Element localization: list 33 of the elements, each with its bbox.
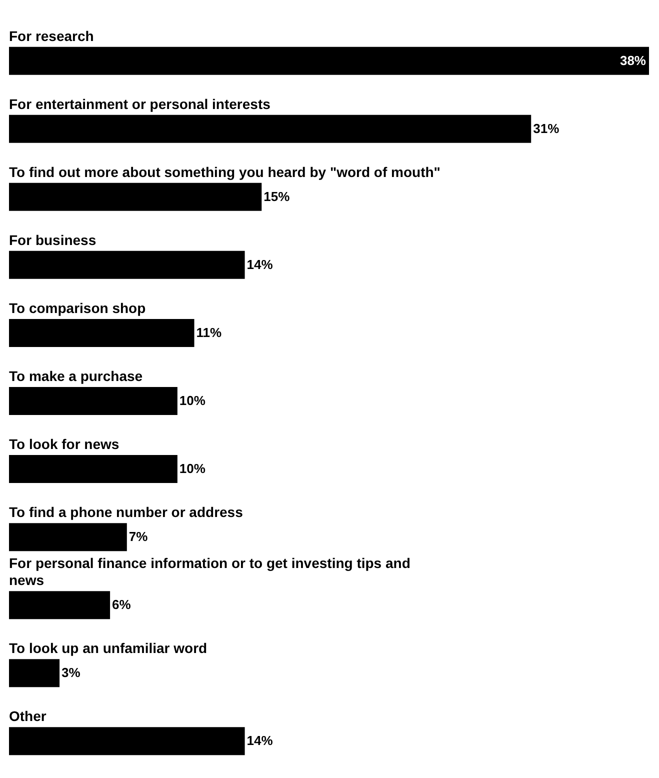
data-label: 10% <box>179 461 206 476</box>
data-label: 7% <box>128 529 148 544</box>
y-tick-label: To find out more about something you heard by "word of mouth" <box>9 164 440 180</box>
bar <box>9 46 649 75</box>
data-label: 10% <box>179 393 206 408</box>
data-label: 14% <box>246 256 274 272</box>
data-label: 31% <box>533 120 560 136</box>
bar <box>9 250 245 279</box>
bar <box>9 387 178 415</box>
bar <box>9 455 178 484</box>
bar <box>9 591 110 620</box>
y-tick-label: Other <box>9 708 47 724</box>
bar <box>9 114 532 143</box>
y-tick-label: To make a purchase <box>9 368 143 384</box>
data-label: 3% <box>62 665 81 680</box>
y-tick-label: For business <box>9 232 96 248</box>
y-tick-label: To find a phone number or address <box>9 504 244 520</box>
data-label: 11% <box>196 324 222 340</box>
bar <box>9 659 60 688</box>
data-label: 14% <box>246 733 274 748</box>
data-label: 15% <box>264 188 290 204</box>
bar <box>9 182 262 211</box>
y-tick-label: To comparison shop <box>9 300 146 316</box>
bar <box>9 727 245 756</box>
y-tick-label: For research <box>9 28 94 44</box>
bar <box>9 318 194 347</box>
data-label: 6% <box>112 597 132 612</box>
bar <box>9 523 127 552</box>
data-label: 38% <box>620 52 646 68</box>
y-tick-label: To look for news <box>9 436 120 452</box>
y-tick-label: To look up an unfamiliar word <box>9 640 208 656</box>
y-tick-label: For entertainment or personal interests <box>9 96 271 112</box>
y-tick-label: For personal finance information or to get investing tips and news <box>9 555 410 588</box>
